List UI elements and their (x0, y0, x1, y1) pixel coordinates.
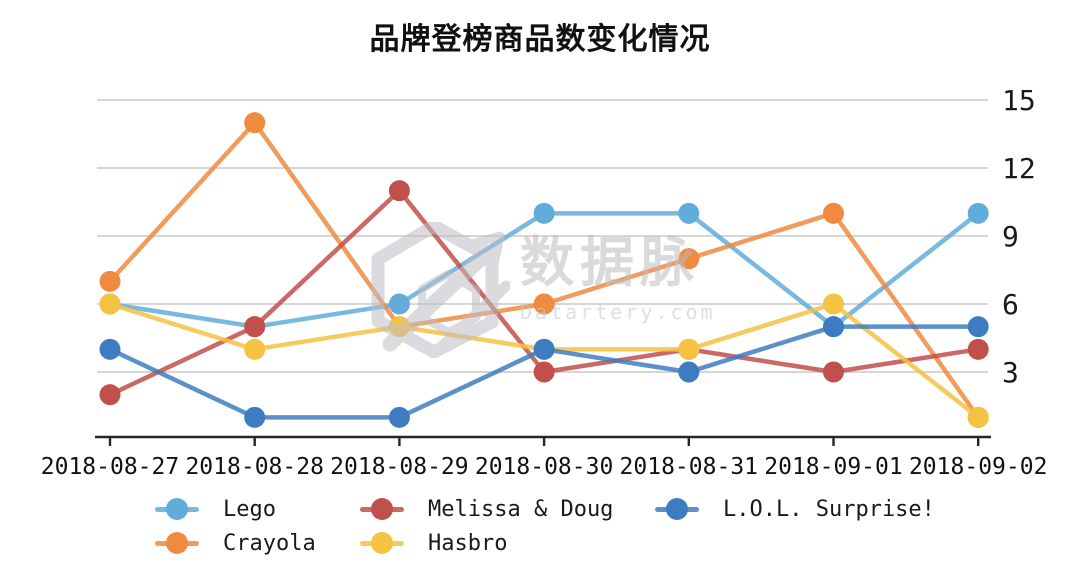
y-tick-label: 3 (1002, 356, 1019, 389)
x-tick-label: 2018-08-31 (620, 454, 758, 480)
data-point-l-o-l-surprise (244, 406, 266, 428)
legend-label: Melissa & Doug (428, 496, 614, 522)
x-tick-label: 2018-09-01 (764, 454, 902, 480)
x-tick-label: 2018-09-02 (909, 454, 1047, 480)
x-tick-label: 2018-08-30 (475, 454, 613, 480)
data-point-melissa-doug (823, 361, 844, 383)
data-point-lego (388, 293, 410, 315)
legend-marker-icon (655, 498, 699, 520)
legend-label: Crayola (223, 530, 316, 556)
line-chart: 3 6 9 12 15 2018-08-27 2018-08-28 2018-08-29 201… (41, 84, 1048, 480)
data-point-crayola (244, 112, 266, 134)
data-point-melissa-doug (388, 180, 410, 202)
legend-item-melissa-doug: Melissa & Doug (360, 496, 613, 522)
legend-label: L.O.L. Surprise! (723, 496, 935, 522)
data-point-hasbro (244, 338, 266, 360)
legend-label: Hasbro (428, 530, 508, 556)
data-point-melissa-doug (967, 338, 989, 360)
data-point-l-o-l-surprise (678, 361, 700, 383)
y-tick-label: 12 (1002, 152, 1036, 185)
legend-item-crayola: Crayola (155, 530, 316, 556)
y-tick-label: 9 (1002, 220, 1019, 253)
data-point-crayola (823, 202, 844, 224)
data-point-hasbro (99, 293, 121, 315)
data-point-crayola (99, 270, 121, 292)
x-tick-label: 2018-08-29 (330, 454, 468, 480)
x-tick-label: 2018-08-28 (185, 454, 323, 480)
data-point-melissa-doug (99, 384, 121, 406)
data-point-lego (678, 202, 700, 224)
legend-item-hasbro: Hasbro (360, 530, 507, 556)
data-point-l-o-l-surprise (533, 338, 555, 360)
data-point-melissa-doug (533, 361, 555, 383)
y-tick-label: 6 (1002, 288, 1019, 321)
data-point-crayola (533, 293, 555, 315)
data-point-hasbro (678, 338, 700, 360)
legend-marker-icon (360, 498, 404, 520)
x-tick-label: 2018-08-27 (41, 454, 179, 480)
data-point-l-o-l-surprise (967, 316, 989, 338)
y-tick-label: 15 (1002, 84, 1036, 117)
data-point-l-o-l-surprise (823, 316, 844, 338)
data-point-hasbro (388, 316, 410, 338)
legend-item-l-o-l-surprise: L.O.L. Surprise! (655, 496, 935, 522)
series-line-hasbro (109, 301, 980, 420)
data-point-hasbro (823, 293, 844, 315)
data-point-l-o-l-surprise (99, 338, 121, 360)
data-point-melissa-doug (244, 316, 266, 338)
legend-label: Lego (223, 496, 276, 522)
data-point-l-o-l-surprise (388, 406, 410, 428)
chart-title: 品牌登榜商品数变化情况 (369, 22, 711, 57)
legend-marker-icon (155, 498, 199, 520)
legend-marker-icon (155, 532, 199, 554)
data-point-lego (967, 202, 989, 224)
data-point-hasbro (967, 406, 989, 428)
data-point-lego (533, 202, 555, 224)
data-point-crayola (678, 248, 700, 270)
legend-marker-icon (360, 532, 404, 554)
legend-item-lego: Lego (155, 496, 276, 522)
